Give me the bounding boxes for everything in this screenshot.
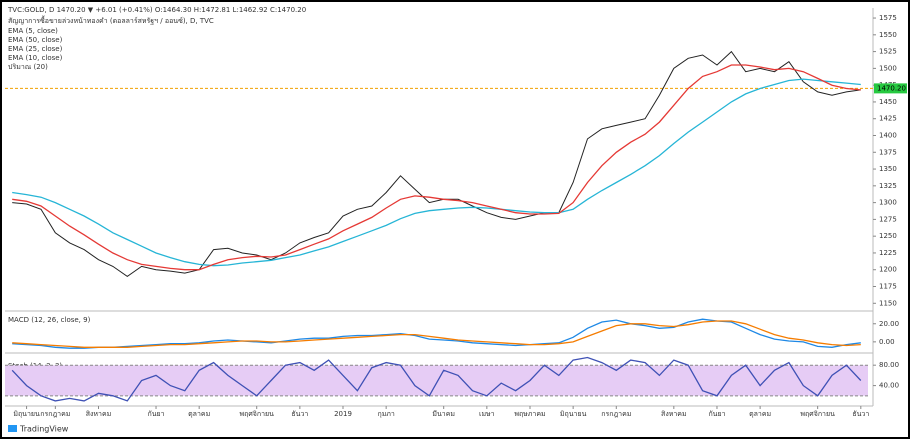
last-price-box <box>874 83 907 94</box>
x-tick-label: กุมภา <box>377 410 394 418</box>
chart-title: TVC:GOLD, D 1470.20 ▼ +6.01 (+0.41%) O:1… <box>7 6 306 14</box>
x-tick-label: พฤศจิกายน <box>239 410 274 418</box>
x-tick-label: ตุลาคม <box>749 410 771 418</box>
x-tick-label: มิถุนายน <box>560 410 587 418</box>
x-tick-label: ธันวา <box>291 410 308 418</box>
x-tick-label: กันยา <box>708 410 725 418</box>
legend-entry: EMA (5, close) <box>8 27 58 35</box>
stoch-band <box>5 365 868 396</box>
y-tick-label: 1400 <box>879 131 897 139</box>
y-tick-label: 1250 <box>879 232 897 240</box>
x-tick-label: พฤศจิกายน <box>800 410 835 418</box>
indicator-line <box>12 64 861 271</box>
y-tick-label: 1575 <box>879 14 897 22</box>
y-tick-label: 1500 <box>879 64 897 72</box>
y-tick-label: 1550 <box>879 31 897 39</box>
macd-title: MACD (12, 26, close, 9) <box>8 316 91 324</box>
y-tick-label: 80.00 <box>879 361 899 369</box>
legend-entry: EMA (25, close) <box>8 45 63 53</box>
x-tick-label: กรกฎาคม <box>40 410 70 418</box>
y-tick-label: 1350 <box>879 165 897 173</box>
y-tick-label: 1200 <box>879 266 897 274</box>
x-tick-label: ธันวา <box>852 410 869 418</box>
brand-logo <box>8 425 17 432</box>
legend-entry: ปริมาณ (20) <box>8 63 48 71</box>
y-tick-label: 1175 <box>879 283 897 291</box>
indicator-line <box>11 356 862 402</box>
x-tick-label: สิงหาคม <box>661 410 687 418</box>
indicator-line <box>12 78 861 267</box>
y-tick-label: 40.00 <box>879 382 899 390</box>
x-tick-label: กันยา <box>147 410 164 418</box>
y-tick-label: 1225 <box>879 249 897 257</box>
brand: TradingView <box>19 425 69 434</box>
chart-subtitle: สัญญาการซื้อขายล่วงหน้าทองคำ (ดอลลาร์สหร… <box>8 14 214 25</box>
y-tick-label: 1450 <box>879 98 897 106</box>
x-tick-label: กรกฎาคม <box>601 410 631 418</box>
x-tick-label: มีนาคม <box>432 410 455 418</box>
x-tick-label: มิถุนายน <box>13 410 40 418</box>
y-tick-label: 1150 <box>879 299 897 307</box>
x-tick-label: เมษา <box>479 410 495 418</box>
y-tick-label: 1275 <box>879 215 897 223</box>
y-tick-label: 0.00 <box>879 338 895 346</box>
last-price-label: 1470.20 <box>877 84 906 92</box>
x-tick-label: พฤษภาคม <box>514 410 545 418</box>
y-tick-label: 1525 <box>879 48 897 56</box>
x-tick-label: สิงหาคม <box>86 410 112 418</box>
indicator-line <box>12 320 861 348</box>
y-tick-label: 1375 <box>879 148 897 156</box>
price-line <box>12 50 861 278</box>
y-tick-label: 20.00 <box>879 320 899 328</box>
x-tick-label: 2019 <box>334 410 352 418</box>
legend-entry: EMA (10, close) <box>8 54 63 62</box>
legend-entry: EMA (50, close) <box>8 36 63 44</box>
y-tick-label: 1425 <box>879 115 897 123</box>
x-tick-label: ตุลาคม <box>188 410 210 418</box>
y-tick-label: 1300 <box>879 199 897 207</box>
y-tick-label: 1325 <box>879 182 897 190</box>
